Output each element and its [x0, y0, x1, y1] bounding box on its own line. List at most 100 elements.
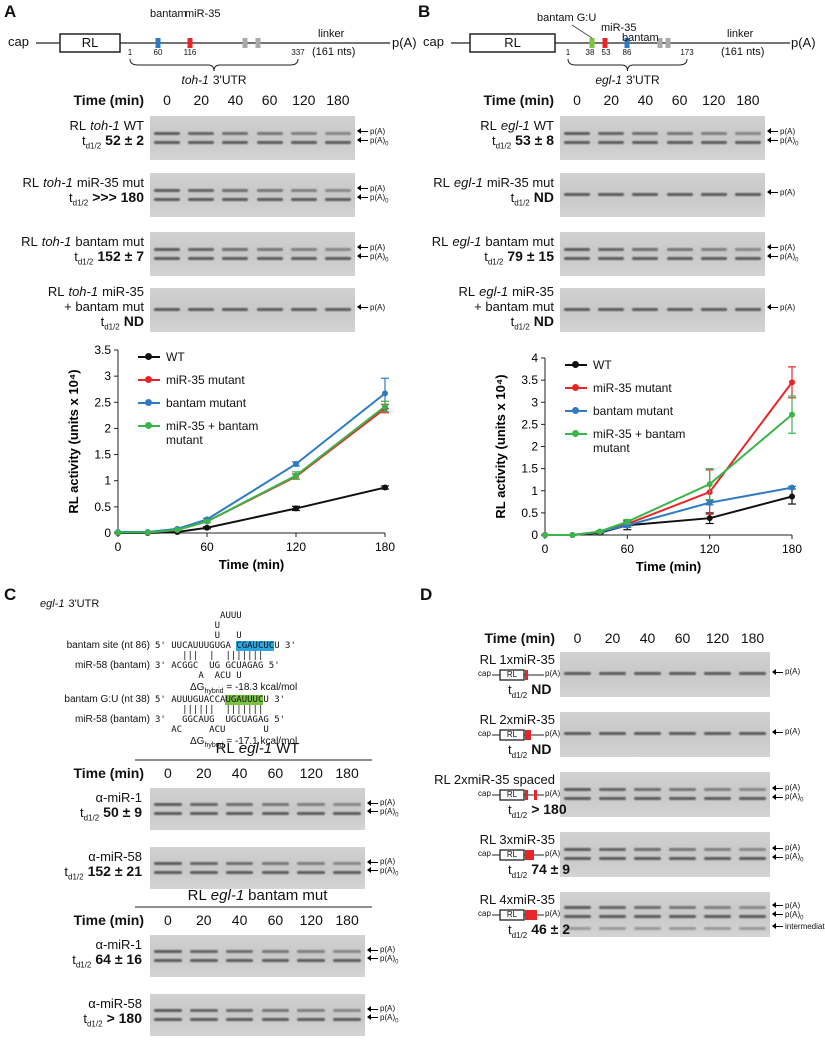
legend-dot [145, 376, 152, 383]
band-marker: p(A) [357, 184, 385, 194]
y-tick-label: 0 [104, 526, 111, 540]
gel-band [324, 197, 351, 201]
time-point: 120 [705, 630, 730, 646]
arrow [367, 1013, 378, 1020]
gel-band [734, 140, 761, 144]
rl-label: RL [506, 730, 518, 739]
site [528, 730, 531, 740]
arrow [367, 858, 378, 865]
y-tick-label: 3.5 [521, 373, 538, 387]
marker-label: p(A) [370, 302, 386, 312]
text: egl-1 [479, 284, 509, 299]
gel-band [700, 247, 727, 251]
gel-band [154, 256, 181, 260]
x-tick-label: 0 [115, 540, 122, 554]
gel-band [188, 188, 215, 192]
y-tick-label: 3 [104, 369, 111, 383]
text: d1/2 [514, 322, 530, 332]
position-label: 60 [153, 48, 163, 57]
site [525, 790, 528, 800]
sequence-label: bantam G:U (nt 38) [64, 694, 150, 705]
gel-band [564, 307, 591, 311]
gel-band [222, 197, 249, 201]
delta-g: ΔGhybrid = -18.3 kcal/mol [190, 682, 297, 695]
gel-band [290, 140, 317, 144]
text: RL [22, 175, 40, 190]
band-marker: p(A)0 [367, 866, 398, 880]
gel-band [704, 848, 731, 852]
gel-band [700, 307, 727, 311]
text: RL [433, 175, 450, 190]
text: miR-35 [512, 284, 554, 299]
gel-band [632, 256, 659, 260]
band-marker: p(A)0 [367, 807, 398, 821]
marker-label: p(A) [370, 135, 386, 145]
half-life: >>> 180 [92, 189, 144, 205]
sequence-part: 5' AUUUGUACCA [155, 695, 226, 705]
t-half: td1/2 > 180 [83, 1011, 142, 1032]
sample-name: α-miR-58 [88, 849, 142, 864]
gel-band [189, 1017, 218, 1021]
text: d1/2 [86, 1019, 103, 1029]
legend-swatch [565, 430, 587, 437]
gel-band [704, 672, 731, 676]
text: d1/2 [511, 811, 528, 821]
arrow [367, 799, 378, 806]
site-label: miR-35 [601, 22, 637, 34]
text: WT [276, 740, 300, 757]
text: t [510, 190, 515, 205]
marker-sub: 0 [800, 915, 804, 922]
gel-band [188, 140, 215, 144]
text: t [508, 682, 512, 697]
legend-item: WT [565, 358, 705, 372]
gel-band [290, 307, 317, 311]
utr-label: egl-1 3'UTR [595, 73, 659, 87]
gel-band [222, 256, 249, 260]
text: RL [480, 118, 497, 133]
arrow [772, 728, 783, 735]
band-marker: p(A)0 [357, 135, 388, 150]
sequence-part: A ACU U [155, 671, 242, 681]
y-tick-label: 1 [531, 484, 538, 498]
gel-image [560, 652, 770, 697]
band-marker: p(A) [357, 127, 385, 137]
time-point: 0 [573, 92, 581, 108]
time-label: Time (min) [484, 630, 555, 646]
site [525, 910, 528, 920]
site [534, 790, 537, 800]
sequence: 5' UUCAUUUGUGA CGAUCUCU 3' [155, 641, 296, 651]
gel-band [256, 188, 283, 192]
gel-band [669, 927, 696, 931]
gel-band [734, 247, 761, 251]
y-tick-label: 4 [531, 351, 538, 365]
half-life: 152 ± 7 [97, 248, 144, 264]
sequence-part: U [155, 621, 242, 631]
linker-label: linker [727, 28, 754, 40]
site [255, 38, 261, 48]
marker-label: p(A) [780, 302, 796, 312]
gel-band [189, 950, 218, 954]
gel-band [739, 672, 766, 676]
chart: 0 0.5 1 1.5 2 2.5 3 3.5 0 60 120 180 Time (min) RL ac… [66, 343, 395, 572]
arrow [357, 128, 368, 135]
marker-label: p(A) [370, 192, 386, 202]
gel-band [704, 857, 731, 861]
marker-label: p(A) [380, 798, 396, 808]
x-axis-title: Time (min) [219, 557, 285, 572]
gel-band [225, 803, 254, 807]
gel-band [222, 131, 249, 135]
text: d1/2 [514, 198, 530, 208]
arrow [367, 1005, 378, 1012]
gel-band [189, 870, 218, 874]
gel-band [297, 1017, 326, 1021]
text: bantam mut [485, 234, 554, 249]
time-point: 20 [603, 92, 620, 108]
gel-band [564, 672, 591, 676]
gel-label: RL egl-1 miR-35 + bantam mut td1/2 ND [459, 284, 554, 335]
rl-label: RL [506, 790, 518, 799]
text: = -18.3 kcal/mol [223, 682, 298, 693]
y-tick-label: 2 [104, 421, 111, 435]
gel-band [154, 958, 182, 962]
legend-swatch [138, 399, 160, 406]
y-tick-label: 0.5 [521, 506, 538, 520]
